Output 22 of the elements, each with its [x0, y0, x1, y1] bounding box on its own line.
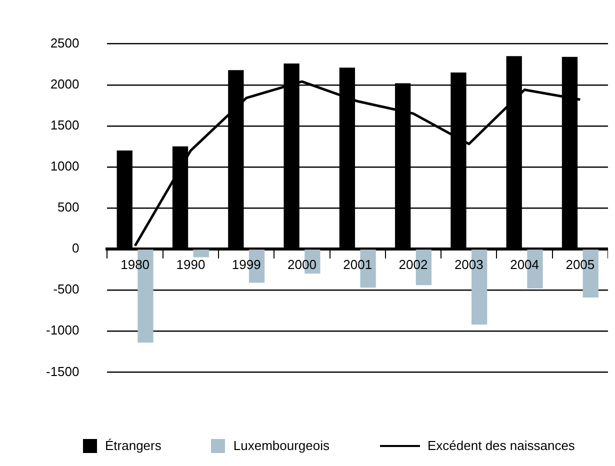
y-tick-label: -1500: [46, 364, 80, 379]
x-tick-label: 1999: [232, 257, 261, 272]
x-tick-label: 2001: [343, 257, 372, 272]
x-tick-label: 2003: [454, 257, 484, 272]
x-tick-label: 2002: [398, 257, 428, 272]
y-tick-label: -500: [53, 282, 80, 297]
x-tick-label: 1980: [120, 257, 150, 272]
x-tick-label: 2004: [510, 257, 539, 272]
x-tick-label: 2005: [566, 257, 595, 272]
x-tick-label: 2000: [288, 257, 316, 272]
y-tick-label: -1000: [46, 322, 80, 338]
legend-label: Étrangers: [105, 438, 162, 453]
y-tick-label: 1500: [50, 117, 80, 132]
y-tick-label: 2500: [50, 35, 80, 50]
bar: [193, 250, 209, 258]
legend-label: Excédent des naissances: [428, 438, 575, 453]
y-tick-label: 500: [58, 200, 80, 215]
x-tick-label: 1990: [176, 257, 206, 272]
y-tick-label: 0: [72, 240, 80, 256]
y-tick-label: 2000: [50, 76, 80, 92]
y-tick-label: 1000: [50, 158, 80, 174]
legend-label: Luxembourgeois: [233, 438, 330, 453]
